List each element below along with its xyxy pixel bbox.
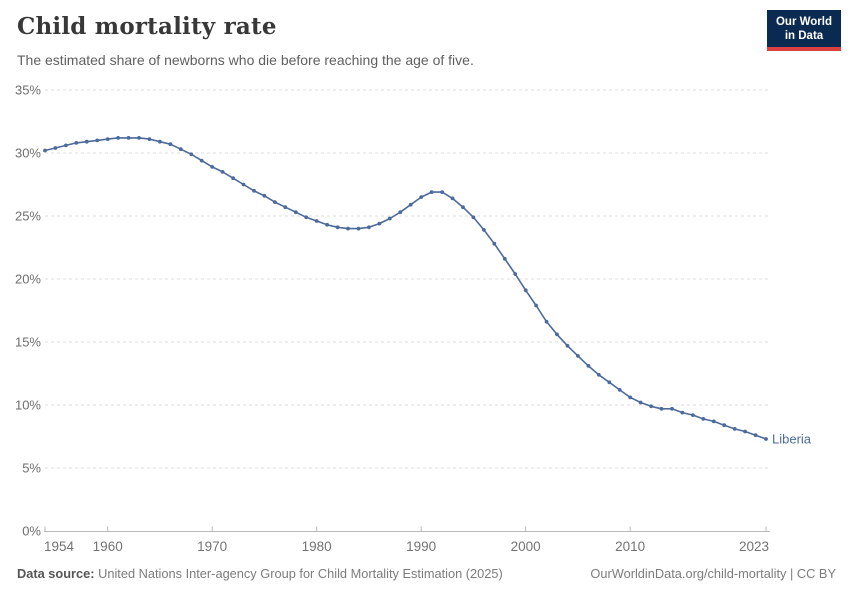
data-point-1990[interactable] — [419, 195, 424, 200]
data-point-1967[interactable] — [178, 147, 183, 152]
data-point-2021[interactable] — [743, 429, 747, 434]
data-point-1987[interactable] — [387, 216, 392, 221]
data-point-1980[interactable] — [314, 219, 319, 223]
logo-line1: Our World — [775, 16, 832, 28]
data-point-1982[interactable] — [335, 225, 340, 230]
data-point-1954[interactable] — [43, 148, 47, 153]
data-point-1992[interactable] — [440, 190, 444, 195]
x-axis-label-1970: 1970 — [197, 539, 227, 554]
data-source-label: Data source: — [17, 566, 95, 581]
data-point-2019[interactable] — [722, 423, 727, 428]
data-point-1962[interactable] — [126, 136, 131, 140]
data-point-1999[interactable] — [513, 272, 518, 276]
data-point-1956[interactable] — [64, 143, 68, 148]
data-point-1997[interactable] — [492, 241, 497, 246]
data-point-1977[interactable] — [283, 205, 288, 210]
data-point-1993[interactable] — [450, 196, 455, 201]
data-point-1959[interactable] — [95, 138, 100, 143]
data-point-1961[interactable] — [116, 136, 120, 140]
data-point-1981[interactable] — [325, 222, 329, 227]
data-point-2018[interactable] — [711, 419, 716, 424]
data-point-2017[interactable] — [701, 417, 706, 421]
data-point-2010[interactable] — [628, 395, 633, 400]
data-point-1958[interactable] — [84, 139, 89, 144]
owid-link[interactable]: OurWorldinData.org/child-mortality | CC … — [590, 566, 836, 581]
x-axis-label-1954: 1954 — [44, 539, 75, 554]
data-point-1994[interactable] — [461, 205, 465, 210]
x-axis-label-1980: 1980 — [302, 539, 332, 554]
data-point-1978[interactable] — [293, 210, 298, 215]
data-point-1975[interactable] — [262, 193, 267, 198]
y-axis-label-20: 20% — [15, 272, 41, 287]
data-point-1979[interactable] — [304, 215, 309, 220]
series-line-liberia[interactable] — [44, 137, 767, 440]
data-point-1973[interactable] — [241, 182, 246, 187]
data-source-text: United Nations Inter-agency Group for Ch… — [94, 566, 503, 581]
logo-line2: in Data — [784, 30, 824, 43]
y-axis-label-5: 5% — [22, 461, 41, 476]
y-axis-label-35: 35% — [15, 83, 41, 98]
data-point-2000[interactable] — [523, 288, 528, 293]
data-point-1989[interactable] — [408, 202, 413, 207]
data-point-2014[interactable] — [670, 406, 674, 411]
data-point-2007[interactable] — [596, 372, 601, 377]
data-point-1964[interactable] — [147, 137, 152, 142]
data-point-1960[interactable] — [105, 137, 110, 142]
data-point-1955[interactable] — [53, 146, 58, 150]
data-point-1998[interactable] — [502, 256, 507, 261]
data-point-2016[interactable] — [691, 413, 695, 417]
data-point-2013[interactable] — [659, 406, 664, 411]
data-point-2015[interactable] — [680, 410, 685, 415]
data-point-1986[interactable] — [377, 221, 382, 226]
data-point-2012[interactable] — [649, 404, 653, 409]
data-point-2020[interactable] — [732, 427, 737, 431]
data-point-2001[interactable] — [534, 303, 538, 308]
x-axis-label-1990: 1990 — [406, 539, 436, 554]
data-point-1965[interactable] — [158, 139, 162, 144]
data-point-1985[interactable] — [367, 225, 371, 230]
data-point-2002[interactable] — [544, 319, 549, 324]
x-axis-label-2023: 2023 — [739, 539, 769, 554]
series-label-liberia[interactable]: Liberia — [772, 432, 812, 447]
data-point-1976[interactable] — [273, 200, 277, 205]
x-axis-label-2010: 2010 — [615, 539, 645, 554]
data-point-1969[interactable] — [199, 158, 204, 163]
data-point-1972[interactable] — [231, 176, 236, 181]
data-point-2011[interactable] — [638, 400, 643, 405]
x-axis-label-2000: 2000 — [511, 539, 541, 554]
y-axis-label-10: 10% — [15, 398, 41, 413]
data-point-1996[interactable] — [482, 228, 486, 232]
page-title: Child mortality rate — [17, 13, 277, 40]
data-point-2023[interactable] — [764, 437, 768, 441]
data-point-2009[interactable] — [617, 388, 622, 392]
y-axis-label-15: 15% — [15, 335, 41, 350]
data-point-2005[interactable] — [576, 354, 580, 358]
data-point-1995[interactable] — [471, 215, 476, 220]
data-point-1963[interactable] — [137, 136, 141, 140]
chart-subtitle: The estimated share of newborns who die … — [17, 52, 474, 68]
data-source: Data source: United Nations Inter-agency… — [17, 566, 503, 581]
y-axis-label-30: 30% — [15, 146, 41, 161]
data-point-1983[interactable] — [346, 226, 350, 231]
owid-logo[interactable]: Our World in Data — [767, 10, 841, 51]
data-point-2022[interactable] — [753, 433, 758, 438]
data-point-1970[interactable] — [210, 165, 215, 169]
data-point-1991[interactable] — [429, 190, 434, 195]
data-point-1974[interactable] — [252, 188, 256, 193]
data-point-1966[interactable] — [168, 142, 173, 147]
data-point-2008[interactable] — [607, 380, 612, 385]
data-point-2006[interactable] — [586, 364, 591, 368]
data-point-1988[interactable] — [398, 210, 403, 215]
y-axis-label-25: 25% — [15, 209, 41, 224]
data-point-1971[interactable] — [220, 170, 225, 174]
y-axis-label-0: 0% — [22, 524, 41, 539]
data-point-1968[interactable] — [189, 152, 194, 157]
x-axis-label-1960: 1960 — [93, 539, 123, 554]
data-point-2003[interactable] — [555, 332, 559, 337]
data-point-1957[interactable] — [74, 141, 79, 145]
data-point-2004[interactable] — [565, 343, 570, 348]
data-point-1984[interactable] — [356, 226, 361, 231]
